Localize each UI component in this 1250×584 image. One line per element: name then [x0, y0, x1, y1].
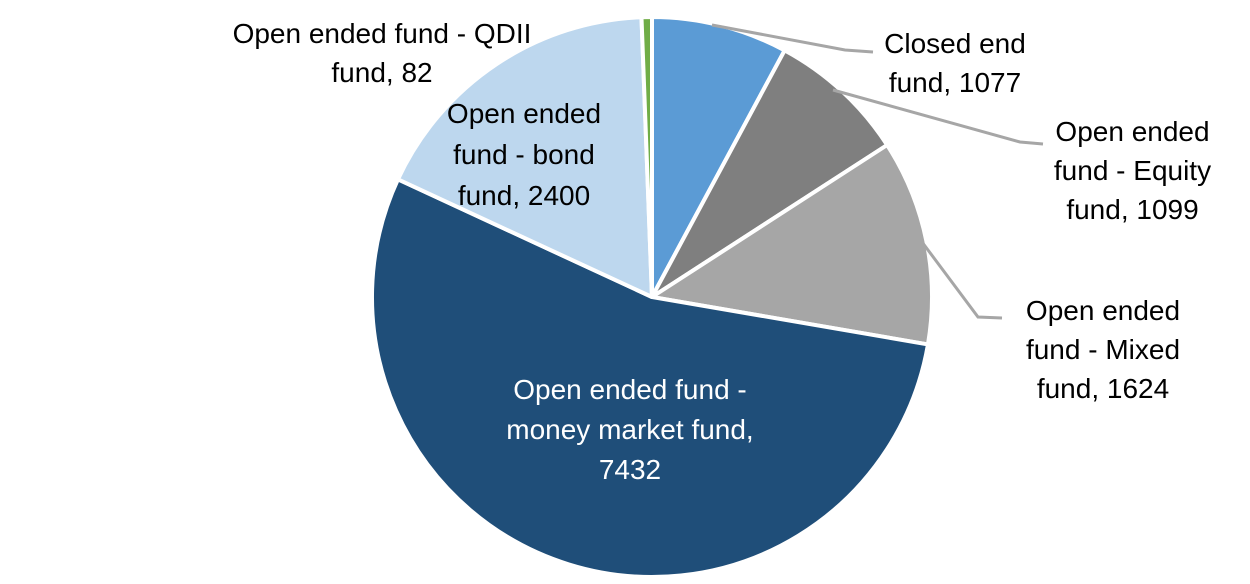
data-label-line: fund, 82: [331, 57, 433, 88]
pie-slices-group: [370, 15, 934, 579]
data-label-line: money market fund,: [506, 414, 754, 445]
data-label-line: Open ended fund -: [513, 374, 747, 405]
data-label-line: fund - Mixed: [1025, 334, 1181, 365]
data-label-line: fund - bond: [453, 139, 595, 170]
data-label-line: Open ended fund - QDII: [232, 18, 532, 49]
data-label-money-market-fund: Open ended fund - money market fund, 743…: [470, 370, 790, 490]
leader-lines-group: [711, 23, 1044, 320]
leader-line-closed-end-fund: [711, 23, 874, 54]
data-label-line: Closed end: [884, 28, 1026, 59]
data-label-line: fund - Equity: [1053, 155, 1212, 186]
data-label-equity-fund: Open ended fund - Equity fund, 1099: [1040, 112, 1225, 229]
data-label-line: Open ended: [446, 98, 602, 129]
pie-slice-money-market-fund: [370, 177, 930, 579]
leader-line-equity-fund: [832, 88, 1044, 146]
pie-slice-qdii-fund: [639, 15, 654, 299]
data-label-line: fund, 1099: [1066, 194, 1199, 225]
data-label-line: Open ended: [1055, 116, 1210, 147]
pie-slice-mixed-fund: [650, 143, 934, 347]
data-label-line: fund, 2400: [457, 180, 591, 211]
data-label-mixed-fund: Open ended fund - Mixed fund, 1624: [1008, 291, 1198, 408]
data-label-line: fund, 1077: [888, 67, 1022, 98]
data-label-line: 7432: [598, 454, 662, 485]
data-label-line: Open ended: [1025, 295, 1181, 326]
leader-line-mixed-fund: [920, 241, 1003, 320]
pie-slice-bond-fund: [395, 15, 654, 299]
data-label-bond-fund: Open ended fund - bond fund, 2400: [429, 93, 619, 216]
data-label-closed-end-fund: Closed end fund, 1077: [860, 24, 1050, 102]
data-label-line: fund, 1624: [1036, 373, 1170, 404]
data-label-qdii-fund: Open ended fund - QDII fund, 82: [197, 14, 567, 92]
